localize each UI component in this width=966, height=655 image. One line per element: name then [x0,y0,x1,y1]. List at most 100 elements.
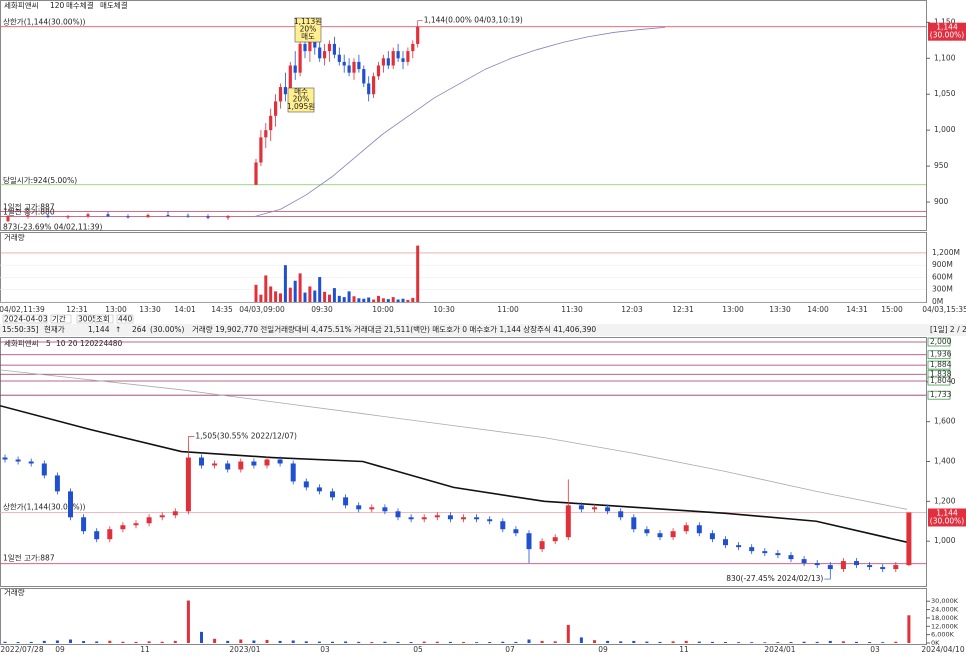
toolbar-field[interactable] [50,314,72,324]
volume-bar [16,642,20,643]
candle-body [474,517,480,520]
toolbar-field[interactable] [94,314,114,324]
candle-body [28,461,34,464]
price-box-text: 1,144 [936,508,958,517]
candle-body [15,459,21,462]
volume-bar [776,642,780,643]
candle-body [185,457,191,512]
level-label: 2,000 [930,337,952,346]
candle-body [381,58,385,66]
candle-body [303,481,309,488]
candle-body [565,505,571,538]
toolbar-field[interactable] [2,314,48,324]
y-tick-label: 1,600 [934,417,956,426]
level-label: 상한가(1,144(30.00%)) [3,17,86,27]
level-label: 당일시가:924(5.00%) [3,175,77,185]
volume-bar [645,641,649,643]
candle-body [274,101,278,116]
time-label: 10:30 [433,305,455,314]
candle-body [788,555,794,560]
candle-body [251,461,257,466]
legend-item: 매도체결 [100,0,128,10]
volume-bar [42,640,46,643]
volume-bar [288,287,292,302]
volume-bar [475,642,479,643]
price-box [928,22,966,41]
volume-tick-label: 6,000K [931,631,955,639]
toolbar-text[interactable]: 440 [118,315,133,324]
date-label: 2024/04/10 [921,645,964,654]
candle-body [288,65,292,95]
toolbar-text[interactable]: 3005 [78,315,97,324]
volume-bar [566,624,570,643]
volume-bar [658,641,662,643]
volume-bar [213,638,217,643]
ma224-line [0,404,908,543]
candle-body [225,463,231,470]
time-label: 12:03 [621,305,643,314]
candle-body [106,214,110,217]
high-annotation: 1,144(0.00% 04/03,10:19) [424,16,523,25]
candle-body [226,216,230,218]
volume-bar [632,640,636,643]
price-box-text: (30.00%) [930,31,965,40]
candle-body [66,216,70,218]
volume-bar [462,642,465,643]
volume-bar [108,640,112,643]
toolbar-field[interactable] [76,314,94,324]
toolbar-text[interactable]: 2024-04-03 [4,315,48,324]
level-label: 1,884 [930,360,952,369]
candle-body [278,87,283,102]
candle-body [68,491,73,518]
top-panel [0,0,927,231]
sell-box-text: 20% [300,25,317,34]
candle-body [337,54,341,62]
level-label: 1,804 [930,376,952,385]
volume-bar [308,286,312,302]
buy-box-text: 20% [293,95,310,104]
volume-tick-label: 900M [932,260,953,269]
toolbar-text[interactable]: 기간 [52,314,66,324]
candle-body [357,61,361,70]
volume-tick-label: 600M [932,272,953,281]
candle-body [298,43,302,73]
time-label: 04/02,11:39 [0,305,45,314]
candle-body [406,51,410,62]
candle-body [323,51,327,59]
volume-bar [278,640,282,643]
volume-title: 거래량 [4,233,25,242]
volume-bar [264,275,268,302]
candle-body [552,537,558,542]
candle-body [408,517,414,520]
date-label: 11 [679,645,689,654]
info-change: 264 [132,325,147,334]
price-box-text: (30.00%) [930,516,965,525]
candle-body [376,65,381,77]
time-label: 10:00 [372,305,394,314]
time-label: 11:00 [497,305,519,314]
volume-bar [435,641,439,643]
candle-body [133,523,139,526]
candle-body [670,531,676,538]
toolbar-text[interactable]: 조회 [96,315,110,324]
candle-body [416,26,420,44]
annotation-pointer [824,575,831,580]
info-price_label: 현재가 [44,325,65,334]
volume-bar [357,641,361,643]
volume-bar [868,642,872,643]
toolbar-field[interactable] [116,314,134,324]
y-tick-label: 1,000 [934,536,956,545]
volume-bar [69,639,72,643]
volume-bar [422,641,426,643]
candle-body [54,475,60,492]
time-label: 11:30 [561,305,583,314]
volume-tick-label: 0K [931,639,940,647]
candle-body [391,51,395,66]
y-tick-label: 900 [934,197,949,206]
volume-bar [283,265,287,302]
volume-tick-label: 30,000K [931,597,959,605]
y-tick-label: 1,200 [934,496,956,505]
legend-item: 매수체결 [66,0,94,10]
info-bar-bg [0,324,966,336]
candle-body [396,51,400,59]
